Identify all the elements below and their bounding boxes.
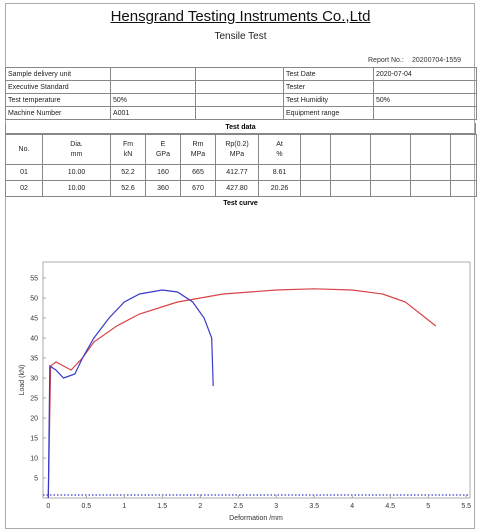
x-tick-label: 1.5 — [157, 503, 167, 510]
info-cell — [373, 106, 477, 120]
info-cell: Equipment range — [283, 106, 374, 120]
column-name: Rm — [192, 140, 204, 148]
data-cell — [450, 180, 477, 197]
column-unit: mm — [70, 150, 83, 158]
x-tick-label: 3.5 — [309, 503, 319, 510]
report-no-label: Report No.: — [368, 57, 404, 64]
x-tick-label: 2.5 — [233, 503, 243, 510]
header-cell: Fm kN — [110, 134, 146, 165]
header-cell — [410, 134, 451, 165]
report-title: Tensile Test — [214, 31, 267, 42]
y-tick-label: 45 — [30, 316, 38, 323]
header-cell: E GPa — [145, 134, 181, 165]
report-no: 20200704-1559 — [412, 57, 462, 64]
test-data-heading: Test data — [5, 123, 476, 134]
test-curve-heading: Test curve — [223, 200, 258, 207]
column-unit: MPa — [190, 150, 206, 158]
x-tick-label: 2 — [198, 503, 202, 510]
header-row: No. Dia. mm Fm kN E GPa Rm MPa Rp(0.2) MPa At% — [5, 134, 477, 165]
info-row: Machine Number A001 Equipment range — [5, 106, 477, 120]
data-row: 02 10.00 52.6 360 670 427.80 20.26 — [5, 180, 477, 197]
info-cell: A001 — [110, 106, 196, 120]
header-cell: Rm MPa — [180, 134, 216, 165]
column-unit: GPa — [155, 150, 170, 158]
column-name: No. — [18, 145, 30, 153]
header-cell: At% — [258, 134, 301, 165]
curve — [47, 288, 437, 499]
y-tick-label: 55 — [30, 276, 38, 283]
x-tick-label: 0 — [46, 503, 50, 510]
x-tick-label: 4.5 — [385, 503, 395, 510]
report-frame — [5, 3, 475, 529]
column-name: Rp(0.2) — [225, 140, 249, 148]
x-tick-label: 1 — [122, 503, 126, 510]
column-name: E — [160, 140, 166, 148]
column-unit: MPa — [229, 150, 245, 158]
y-tick-label: 20 — [30, 416, 38, 423]
y-tick-label: 50 — [30, 296, 38, 303]
y-tick-label: 10 — [30, 456, 38, 463]
x-axis-label: Deformation /mm — [229, 515, 283, 522]
x-tick-label: 0.5 — [81, 503, 91, 510]
column-unit: % — [276, 150, 283, 158]
y-tick-label: 5 — [34, 476, 38, 483]
curve — [47, 289, 214, 499]
x-tick-label: 3 — [274, 503, 278, 510]
column-name: Fm — [122, 140, 134, 148]
y-tick-label: 40 — [30, 336, 38, 343]
info-table: Sample delivery unit Test Date 2020-07-04 E… — [5, 67, 477, 120]
x-tick-label: 5 — [426, 503, 430, 510]
data-row: 01 10.00 52.2 160 665 412.77 8.61 — [5, 164, 477, 181]
y-axis-label: Load (kN) — [19, 365, 26, 396]
column-name: Dia. — [70, 140, 83, 148]
y-tick-label: 25 — [30, 396, 38, 403]
x-tick-label: 4 — [350, 503, 354, 510]
data-cell: 427.80 — [215, 180, 259, 197]
y-tick-label: 30 — [30, 376, 38, 383]
header-cell — [450, 134, 477, 165]
test-data-table: No. Dia. mm Fm kN E GPa Rm MPa Rp(0.2) MPa At% 01 10.… — [5, 134, 477, 197]
data-cell: 10.00 — [42, 180, 111, 197]
company-name: Hensgrand Testing Instruments Co.,Ltd — [110, 8, 371, 25]
x-tick-label: 5.5 — [461, 503, 471, 510]
plot-frame — [42, 261, 471, 499]
y-tick-label: 15 — [30, 436, 38, 443]
column-unit: kN — [123, 150, 133, 158]
y-tick-label: 35 — [30, 356, 38, 363]
column-name: At — [276, 140, 283, 148]
info-row: Test temperature 50% Test Humidity 50% — [5, 93, 477, 107]
